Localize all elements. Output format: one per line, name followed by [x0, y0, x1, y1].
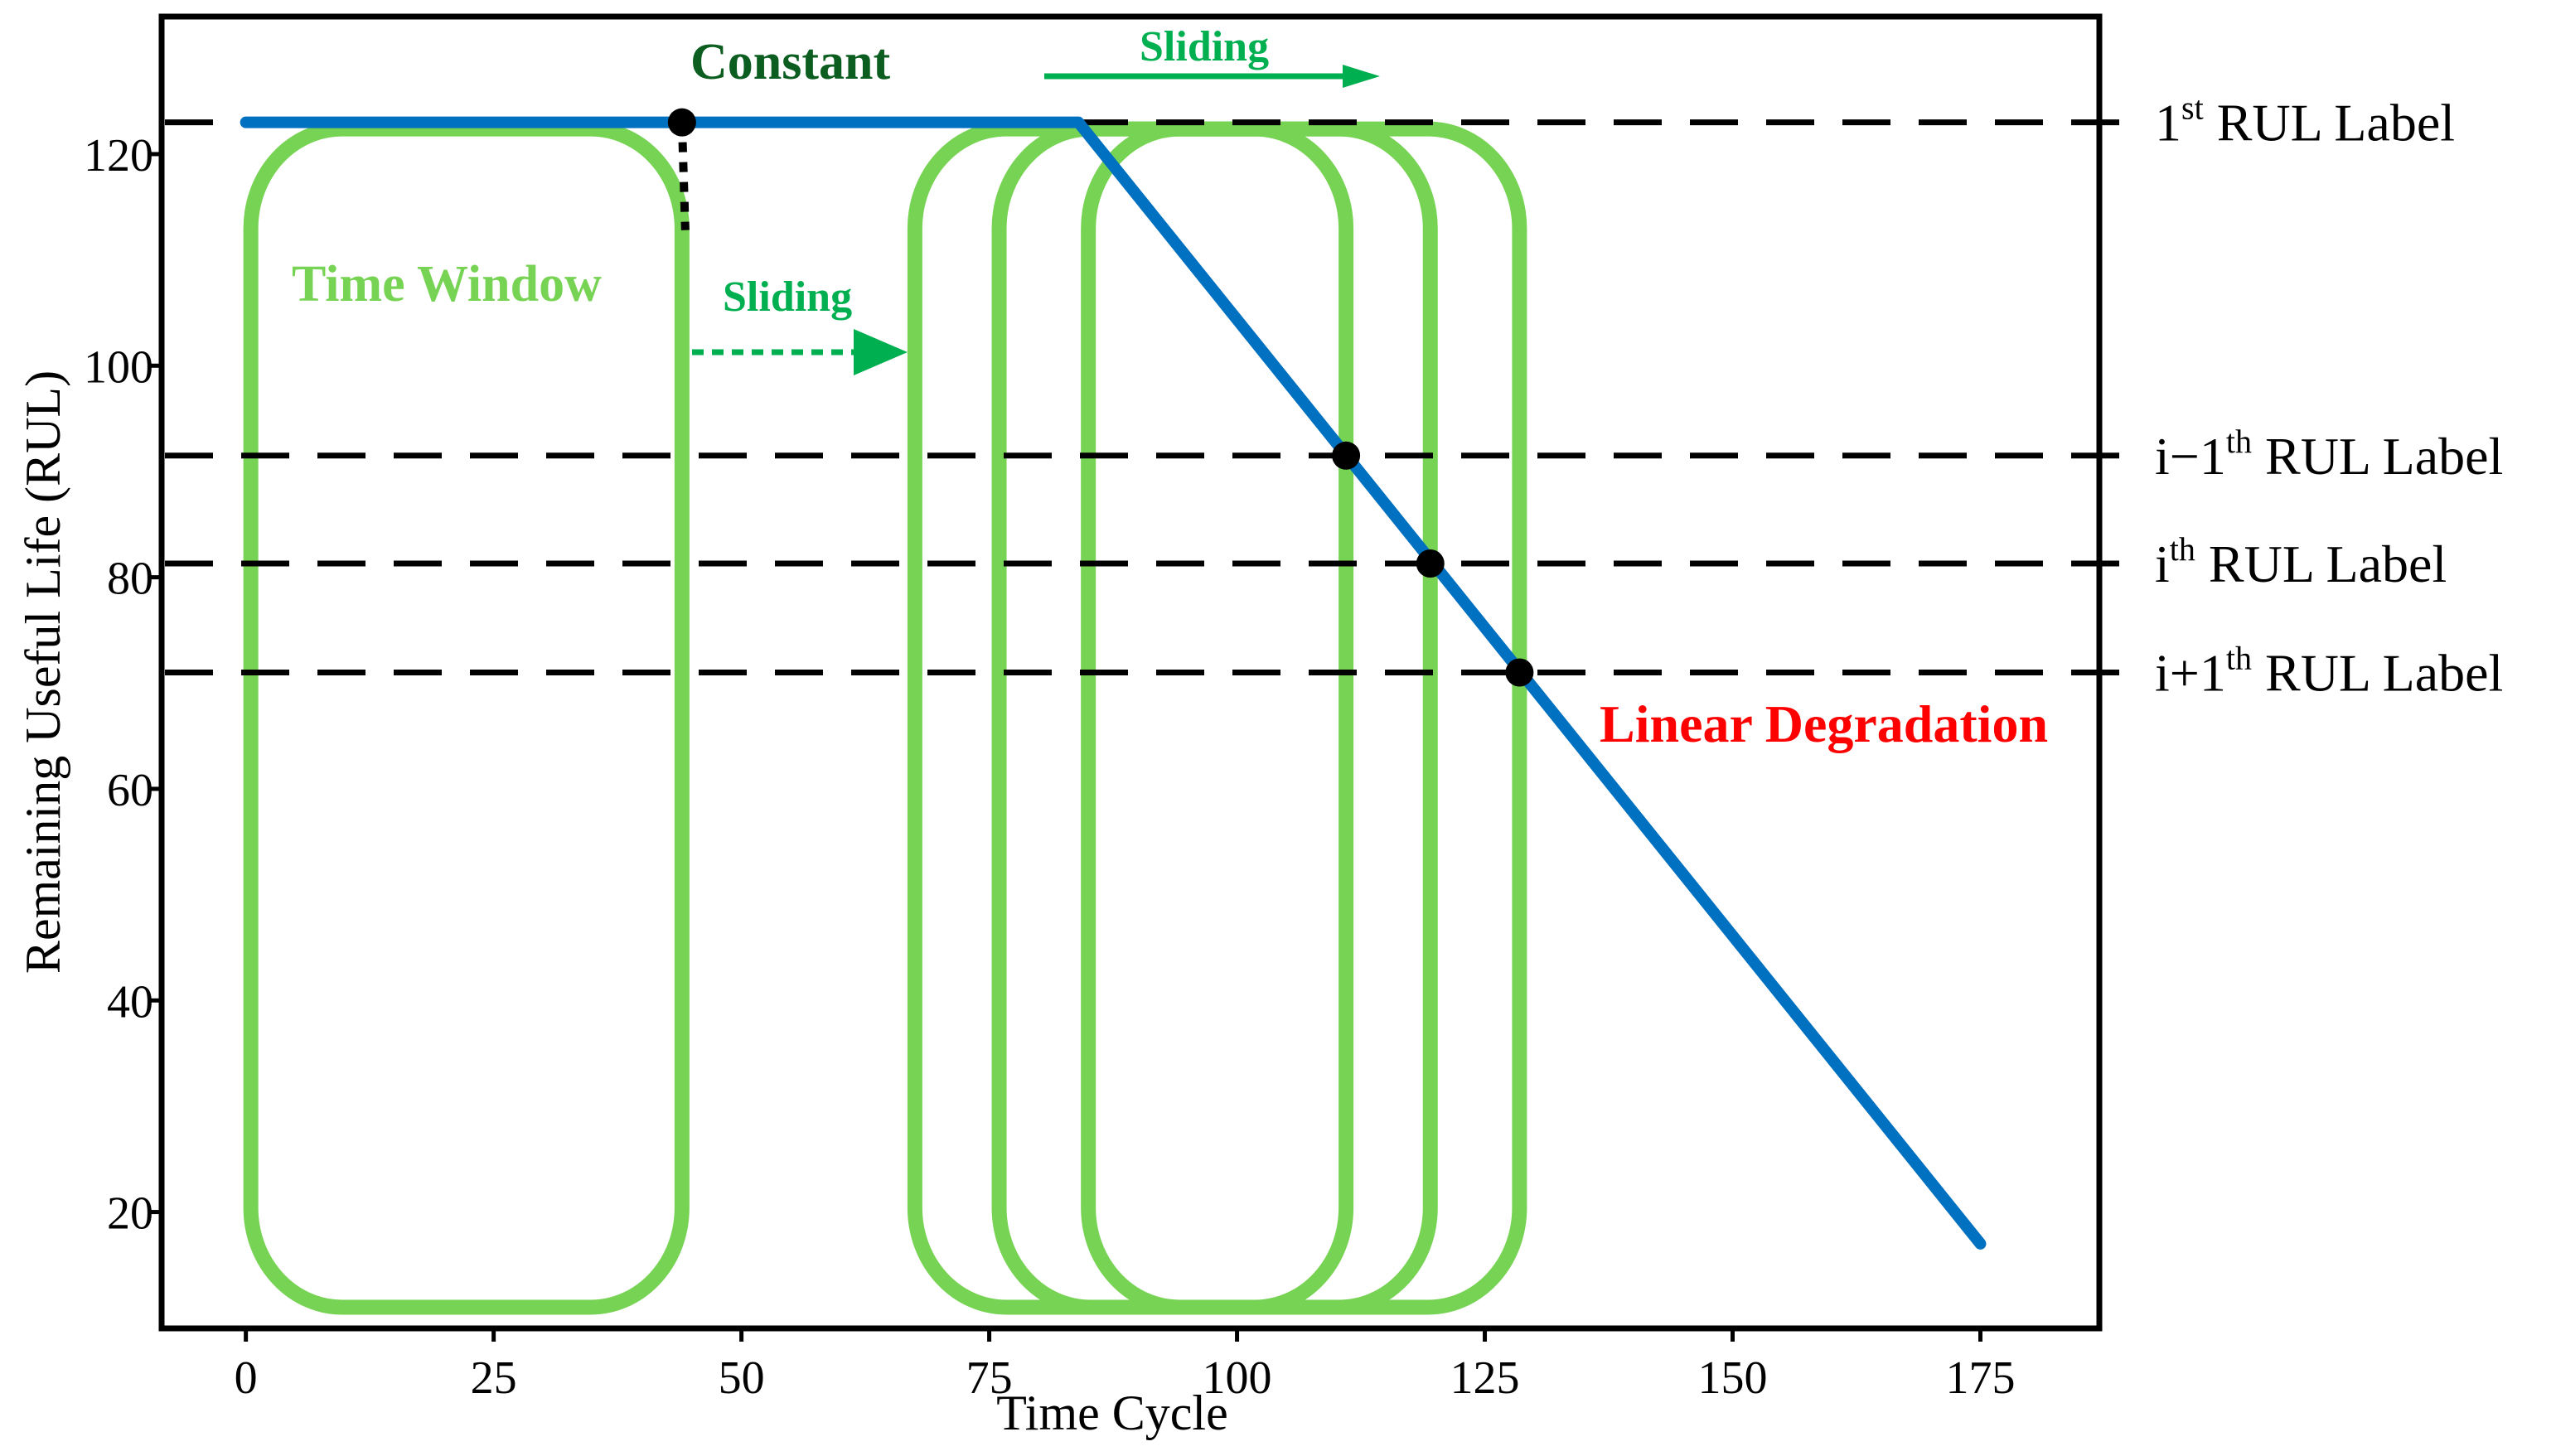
- x-tick-label-50: 50: [719, 1352, 765, 1404]
- x-tick-label-150: 150: [1698, 1352, 1768, 1404]
- time-windows: [243, 121, 1527, 1315]
- key-points: [667, 108, 1534, 687]
- x-tick-label-0: 0: [235, 1352, 258, 1404]
- time-window-2: [907, 121, 1354, 1315]
- key-point-3: [1416, 549, 1445, 578]
- key-point-4: [1505, 658, 1534, 687]
- x-axis-title: Time Cycle: [996, 1386, 1227, 1440]
- x-tick-label-25: 25: [471, 1352, 517, 1404]
- y-tick-label-100: 100: [84, 341, 153, 393]
- y-tick-label-60: 60: [107, 765, 153, 816]
- linear-degradation-label: Linear Degradation: [1600, 694, 2048, 753]
- y-axis-title: Remaining Useful Life (RUL): [16, 370, 70, 974]
- sliding-arrow-upper-head: [1343, 65, 1380, 88]
- rul-level-label-3: ith RUL Label: [2155, 530, 2447, 593]
- x-tick-label-75: 75: [966, 1352, 1013, 1404]
- sliding-label-upper: Sliding: [1140, 23, 1269, 70]
- series-line-1: [240, 116, 1987, 1250]
- y-axis-ticks: 20 40 60 80 100 120: [84, 130, 162, 1240]
- rul-level-label-4: i+1th RUL Label: [2155, 640, 2503, 703]
- y-tick-label-80: 80: [107, 554, 153, 605]
- x-tick-label-175: 175: [1945, 1352, 2015, 1404]
- rul-level-label-1: 1st RUL Label: [2155, 89, 2455, 152]
- x-tick-label-125: 125: [1450, 1352, 1520, 1404]
- sliding-label-lower: Sliding: [723, 273, 852, 321]
- time-window-label: Time Window: [292, 256, 602, 312]
- y-tick-label-20: 20: [107, 1188, 153, 1240]
- time-window-3: [991, 121, 1438, 1315]
- annotations: [677, 65, 1380, 375]
- x-tick-label-100: 100: [1203, 1352, 1272, 1404]
- x-axis-ticks: 0 25 50 75 100 125 150 175: [235, 1328, 2015, 1404]
- key-point-2: [1332, 441, 1361, 470]
- y-tick-label-40: 40: [107, 976, 153, 1028]
- time-window-1: [243, 121, 690, 1315]
- y-tick-label-120: 120: [84, 130, 153, 181]
- sliding-arrow-lower-head: [854, 329, 908, 375]
- time-window-4: [1081, 121, 1527, 1315]
- rul-level-label-2: i−1th RUL Label: [2155, 423, 2503, 486]
- plot-frame: [158, 13, 2103, 1332]
- rul-series: [240, 116, 1987, 1250]
- constant-label: Constant: [690, 34, 891, 90]
- key-point-1: [667, 108, 696, 137]
